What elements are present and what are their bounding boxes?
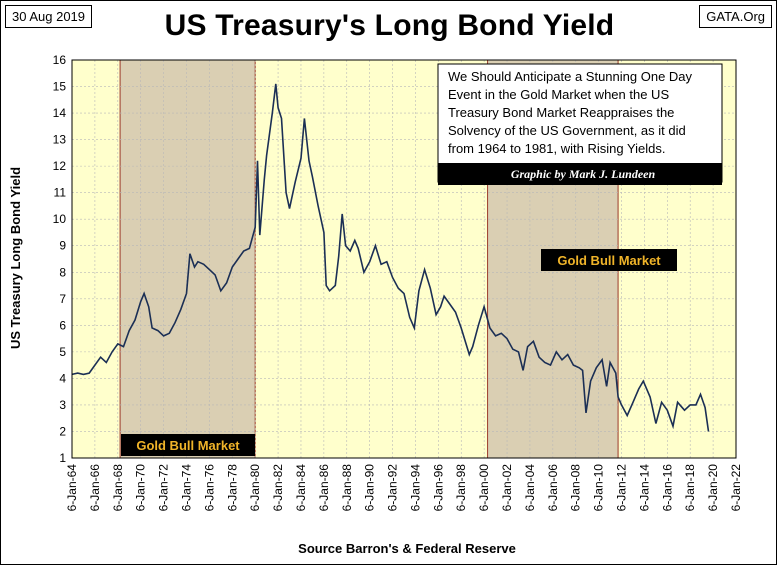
y-tick-label: 1 [59, 451, 66, 465]
y-tick-label: 13 [53, 133, 67, 147]
annotation-line-2: Event in the Gold Market when the US [448, 87, 669, 102]
x-tick-label: 6-Jan-70 [134, 464, 148, 512]
region-label-box-1: Gold Bull Market [121, 434, 255, 456]
annotation-credit: Graphic by Mark J. Lundeen [511, 167, 656, 181]
x-tick-label: 6-Jan-14 [637, 464, 651, 512]
x-tick-label: 6-Jan-66 [88, 464, 102, 512]
chart-title: US Treasury's Long Bond Yield [164, 9, 615, 42]
x-tick-layer: 6-Jan-64 6-Jan-66 6-Jan-68 6-Jan-70 6-Jan-72… [65, 464, 743, 512]
plot-border [71, 59, 737, 459]
y-tick-label: 15 [53, 80, 67, 94]
x-tick-label: 6-Jan-12 [615, 464, 629, 512]
y-tick-label: 16 [53, 53, 67, 67]
x-tick-label: 6-Jan-84 [294, 464, 308, 512]
region-band-1 [119, 59, 256, 459]
annotation-line-3: Treasury Bond Market Reappraises the [448, 105, 674, 120]
x-tick-label: 6-Jan-00 [477, 464, 491, 512]
x-tick-label: 6-Jan-04 [523, 464, 537, 512]
x-tick-label: 6-Jan-98 [454, 464, 468, 512]
y-tick-label: 10 [53, 212, 67, 226]
x-tick-label: 6-Jan-90 [363, 464, 377, 512]
x-tick-label: 6-Jan-74 [179, 464, 193, 512]
x-tick-label: 6-Jan-06 [546, 464, 560, 512]
annotation-line-4: Solvency of the US Government, as it did [448, 123, 686, 138]
x-tick-label: 6-Jan-78 [225, 464, 239, 512]
series-line-yield [71, 83, 710, 432]
x-tick-label: 6-Jan-64 [65, 464, 79, 512]
x-tick-label: 6-Jan-18 [683, 464, 697, 512]
y-tick-label: 2 [59, 424, 66, 438]
y-axis-label: US Treasury Long Bond Yield [8, 167, 23, 349]
region-label-1: Gold Bull Market [136, 438, 240, 453]
region-label-box-2: Gold Bull Market [541, 249, 677, 271]
x-tick-label: 6-Jan-72 [157, 464, 171, 512]
y-tick-label: 9 [59, 239, 66, 253]
y-tick-label: 4 [59, 371, 66, 385]
y-tick-label: 11 [54, 186, 67, 200]
x-tick-label: 6-Jan-16 [660, 464, 674, 512]
y-tick-label: 12 [53, 159, 67, 173]
x-tick-label: 6-Jan-92 [386, 464, 400, 512]
x-tick-label: 6-Jan-68 [111, 464, 125, 512]
x-tick-label: 6-Jan-96 [431, 464, 445, 512]
x-axis-label: Source Barron's & Federal Reserve [298, 541, 516, 556]
x-tick-label: 6-Jan-10 [592, 464, 606, 512]
x-tick-label: 6-Jan-76 [202, 464, 216, 512]
x-tick-label: 6-Jan-02 [500, 464, 514, 512]
x-tick-label: 6-Jan-94 [408, 464, 422, 512]
y-tick-label: 7 [59, 292, 66, 306]
x-tick-label: 6-Jan-82 [271, 464, 285, 512]
region-label-2: Gold Bull Market [557, 253, 661, 268]
annotation-line-1: We Should Anticipate a Stunning One Day [448, 69, 693, 84]
y-tick-label: 3 [59, 398, 66, 412]
y-tick-label: 6 [59, 318, 66, 332]
x-tick-label: 6-Jan-22 [729, 464, 743, 512]
date-label: 30 Aug 2019 [5, 5, 93, 28]
x-tick-label: 6-Jan-88 [340, 464, 354, 512]
source-site-label: GATA.Org [699, 5, 772, 28]
annotation-line-5: from 1964 to 1981, with Rising Yields. [448, 141, 666, 156]
y-tick-label: 5 [59, 345, 66, 359]
y-tick-label: 14 [53, 106, 67, 120]
annotation-box: We Should Anticipate a Stunning One Day … [437, 63, 723, 185]
y-tick-label: 8 [59, 265, 66, 279]
x-tick-label: 6-Jan-08 [569, 464, 583, 512]
x-tick-label: 6-Jan-86 [317, 464, 331, 512]
x-tick-label: 6-Jan-20 [706, 464, 720, 512]
x-tick-label: 6-Jan-80 [248, 464, 262, 512]
